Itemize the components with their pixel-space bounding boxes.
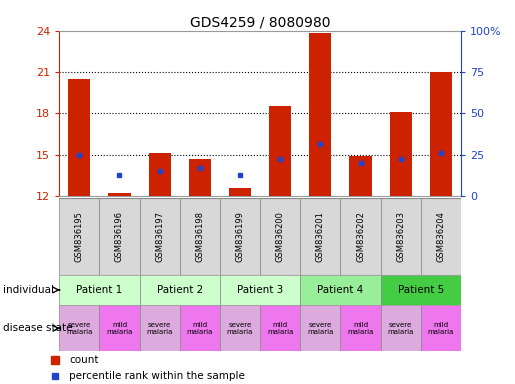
Bar <box>59 275 140 305</box>
Text: percentile rank within the sample: percentile rank within the sample <box>69 371 245 381</box>
Text: GSM836195: GSM836195 <box>75 211 84 262</box>
Text: severe
malaria: severe malaria <box>227 322 253 335</box>
Title: GDS4259 / 8080980: GDS4259 / 8080980 <box>190 16 330 30</box>
Bar <box>220 305 260 351</box>
Text: individual: individual <box>3 285 54 295</box>
Bar <box>220 198 260 275</box>
Bar <box>189 159 211 196</box>
Text: count: count <box>69 356 98 366</box>
Bar <box>421 305 461 351</box>
Text: Patient 4: Patient 4 <box>317 285 364 295</box>
Text: GSM836201: GSM836201 <box>316 211 325 262</box>
Bar <box>381 275 461 305</box>
Bar <box>220 275 300 305</box>
Bar <box>381 198 421 275</box>
Bar <box>109 193 130 196</box>
Text: GSM836196: GSM836196 <box>115 211 124 262</box>
Text: GSM836204: GSM836204 <box>436 211 445 262</box>
Text: mild
malaria: mild malaria <box>267 322 294 335</box>
Text: GSM836200: GSM836200 <box>276 211 285 262</box>
Bar <box>59 198 99 275</box>
Text: mild
malaria: mild malaria <box>186 322 213 335</box>
Bar <box>59 305 99 351</box>
Text: severe
malaria: severe malaria <box>66 322 93 335</box>
Bar <box>421 198 461 275</box>
Bar <box>390 112 411 196</box>
Text: GSM836202: GSM836202 <box>356 211 365 262</box>
Bar <box>99 198 140 275</box>
Text: Patient 3: Patient 3 <box>237 285 283 295</box>
Text: GSM836199: GSM836199 <box>235 211 245 262</box>
Bar <box>68 79 90 196</box>
Bar <box>149 153 170 196</box>
Bar <box>260 305 300 351</box>
Text: disease state: disease state <box>3 323 72 333</box>
Text: Patient 2: Patient 2 <box>157 285 203 295</box>
Bar <box>180 198 220 275</box>
Bar <box>350 156 371 196</box>
Text: Patient 5: Patient 5 <box>398 285 444 295</box>
Bar <box>99 305 140 351</box>
Text: severe
malaria: severe malaria <box>146 322 173 335</box>
Bar <box>269 106 291 196</box>
Text: mild
malaria: mild malaria <box>347 322 374 335</box>
Bar <box>381 305 421 351</box>
Bar <box>310 33 331 196</box>
Bar <box>430 72 452 196</box>
Text: GSM836198: GSM836198 <box>195 211 204 262</box>
Bar <box>340 198 381 275</box>
Bar <box>340 305 381 351</box>
Text: severe
malaria: severe malaria <box>387 322 414 335</box>
Text: mild
malaria: mild malaria <box>427 322 454 335</box>
Text: mild
malaria: mild malaria <box>106 322 133 335</box>
Bar <box>140 305 180 351</box>
Text: severe
malaria: severe malaria <box>307 322 334 335</box>
Bar <box>140 198 180 275</box>
Text: GSM836197: GSM836197 <box>155 211 164 262</box>
Bar <box>140 275 220 305</box>
Bar <box>260 198 300 275</box>
Bar <box>300 198 340 275</box>
Bar <box>229 188 251 196</box>
Bar <box>180 305 220 351</box>
Text: Patient 1: Patient 1 <box>76 285 123 295</box>
Bar <box>300 305 340 351</box>
Bar <box>300 275 381 305</box>
Text: GSM836203: GSM836203 <box>396 211 405 262</box>
